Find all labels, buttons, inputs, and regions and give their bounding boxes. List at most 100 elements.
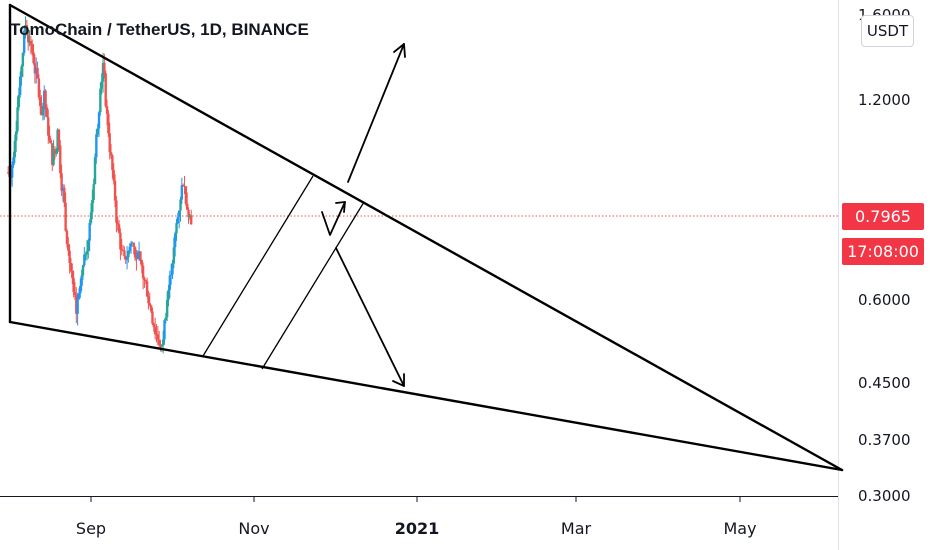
candle-body bbox=[139, 251, 142, 261]
candle-body bbox=[25, 25, 29, 35]
candle-body bbox=[159, 344, 162, 347]
candle-body bbox=[76, 299, 79, 314]
candle-body bbox=[181, 185, 185, 187]
candle-body bbox=[141, 265, 145, 279]
ascending-channel[interactable] bbox=[202, 175, 365, 370]
wedge-upper-line[interactable] bbox=[8, 3, 844, 472]
breakout-arrowhead[interactable] bbox=[393, 43, 406, 58]
wedge-drawings[interactable] bbox=[8, 3, 844, 472]
zigzag-arrowhead[interactable] bbox=[335, 201, 346, 213]
candle-body bbox=[56, 129, 59, 153]
candle-body bbox=[164, 317, 168, 321]
currency-button[interactable]: USDT bbox=[861, 15, 914, 47]
candle-body bbox=[59, 145, 62, 174]
candle-body bbox=[57, 129, 61, 146]
candle-body bbox=[153, 327, 157, 335]
candle-body bbox=[100, 81, 103, 89]
candle-body bbox=[72, 278, 75, 293]
candle-body bbox=[81, 265, 85, 276]
candle-body bbox=[88, 222, 91, 241]
candle-body bbox=[183, 185, 186, 187]
candle-body bbox=[27, 34, 30, 43]
projection-arrows[interactable] bbox=[321, 43, 406, 387]
channel-upper-line[interactable] bbox=[202, 175, 314, 357]
candle-body bbox=[60, 173, 63, 191]
candle-body bbox=[113, 180, 117, 201]
candle-body bbox=[31, 44, 34, 53]
candle-body bbox=[185, 203, 189, 210]
candle-body bbox=[157, 339, 161, 345]
candle-body bbox=[40, 106, 43, 116]
wedge-lower-line[interactable] bbox=[8, 320, 844, 472]
candle-body bbox=[145, 281, 149, 297]
breakout-arrow-line[interactable] bbox=[347, 43, 405, 183]
candle-body bbox=[10, 164, 14, 178]
candle-body bbox=[93, 157, 97, 185]
candle-body bbox=[33, 63, 37, 74]
candle-body bbox=[188, 215, 192, 218]
candle-body bbox=[73, 292, 77, 296]
candle-body bbox=[51, 143, 54, 165]
zigzag-path[interactable] bbox=[321, 201, 346, 236]
candle-body bbox=[49, 140, 53, 144]
candle-body bbox=[92, 184, 95, 200]
candle-body bbox=[64, 202, 67, 231]
candle-body bbox=[77, 293, 81, 300]
candle-body bbox=[95, 134, 98, 158]
candle-body bbox=[111, 155, 114, 171]
candle-body bbox=[52, 149, 55, 165]
candle-body bbox=[148, 303, 151, 306]
candle-body bbox=[167, 290, 170, 300]
candle-body bbox=[112, 170, 115, 181]
candle-body bbox=[61, 187, 65, 191]
candle-body bbox=[144, 279, 147, 282]
candle-body bbox=[165, 299, 169, 318]
candle-body bbox=[13, 140, 17, 158]
candle-body bbox=[160, 345, 164, 347]
candle-body bbox=[161, 339, 165, 346]
candle-body bbox=[149, 305, 153, 312]
candle-body bbox=[140, 260, 143, 266]
candle-body bbox=[83, 254, 86, 266]
candle-body bbox=[63, 187, 66, 203]
candle-body bbox=[129, 243, 133, 247]
candle-body bbox=[168, 275, 172, 291]
last-price-badge: 0.7965 bbox=[842, 203, 924, 230]
candle-body bbox=[91, 199, 94, 213]
price-tick-0.3000: 0.3000 bbox=[858, 487, 911, 505]
candle-body bbox=[12, 157, 15, 165]
candle-body bbox=[108, 133, 111, 153]
candle-body bbox=[53, 149, 57, 154]
candle-body bbox=[97, 112, 101, 129]
candle-body bbox=[29, 40, 33, 45]
candle-body bbox=[99, 88, 102, 113]
candle-body bbox=[84, 254, 87, 256]
time-tick-2021: 2021 bbox=[395, 519, 440, 538]
candle-body bbox=[187, 209, 190, 218]
candle-body bbox=[190, 215, 193, 225]
breakdown-arrow-line[interactable] bbox=[335, 247, 405, 387]
candle-body bbox=[175, 223, 178, 234]
candle-body bbox=[85, 250, 89, 255]
candle-body bbox=[16, 107, 19, 132]
candle-body bbox=[171, 263, 174, 275]
candle-body bbox=[180, 185, 184, 200]
candle-body bbox=[128, 246, 131, 252]
price-tick-0.3700: 0.3700 bbox=[858, 431, 911, 449]
candle-body bbox=[96, 128, 99, 135]
candle-body bbox=[37, 78, 41, 98]
candle-body bbox=[101, 62, 105, 82]
candle-body bbox=[151, 311, 154, 324]
price-tick-0.6000: 0.6000 bbox=[858, 291, 911, 309]
candle-body bbox=[155, 334, 158, 336]
channel-lower-line[interactable] bbox=[261, 201, 365, 370]
candle-body bbox=[173, 233, 177, 248]
candle-body bbox=[44, 90, 47, 108]
candle-body bbox=[47, 117, 50, 136]
candle-body bbox=[79, 285, 82, 294]
candle-body bbox=[20, 66, 23, 77]
breakdown-arrowhead[interactable] bbox=[392, 373, 405, 387]
candle-body bbox=[172, 247, 176, 264]
time-tick-mar: Mar bbox=[561, 519, 592, 538]
